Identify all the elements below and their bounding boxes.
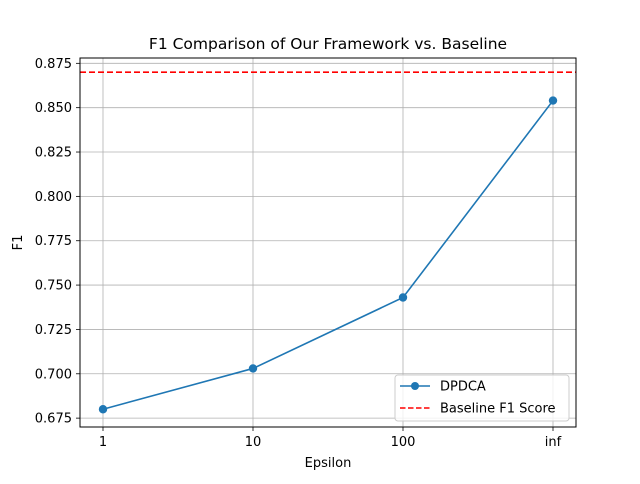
y-tick-label: 0.850 bbox=[35, 101, 72, 116]
plot-area-frame bbox=[79, 57, 577, 428]
legend: DPDCA Baseline F1 Score bbox=[394, 374, 570, 422]
data-point-marker bbox=[548, 96, 558, 105]
x-axis-label: Epsilon bbox=[305, 456, 352, 471]
series-line-dpdca bbox=[102, 100, 554, 411]
y-tick-label: 0.875 bbox=[35, 57, 72, 72]
legend-box bbox=[394, 374, 570, 422]
x-tick-label: 10 bbox=[245, 435, 262, 450]
data-point-marker bbox=[248, 364, 258, 373]
y-tick-label: 0.700 bbox=[35, 367, 72, 382]
y-tick-label: 0.750 bbox=[35, 279, 72, 294]
x-tick-label: 100 bbox=[391, 435, 416, 450]
y-axis-label: F1 bbox=[11, 235, 26, 251]
grid-lines bbox=[80, 58, 576, 427]
y-tick-label: 0.775 bbox=[35, 234, 72, 249]
legend-label-baseline: Baseline F1 Score bbox=[440, 402, 556, 417]
y-tick-label: 0.800 bbox=[35, 190, 72, 205]
y-tick-label: 0.825 bbox=[35, 146, 72, 161]
data-series bbox=[98, 96, 558, 414]
y-tick-label: 0.675 bbox=[35, 412, 72, 427]
data-point-marker bbox=[98, 405, 108, 414]
legend-label-dpdca: DPDCA bbox=[440, 380, 486, 395]
x-tick-label: 1 bbox=[99, 435, 107, 450]
x-tick-label: inf bbox=[545, 435, 562, 450]
y-tick-label: 0.725 bbox=[35, 323, 72, 338]
legend-marker-dpdca bbox=[411, 382, 419, 390]
axis-ticks: 1 10 100 inf 0.675 0.700 0.725 0.750 0.775 0.800 0… bbox=[35, 57, 562, 450]
chart-title: F1 Comparison of Our Framework vs. Basel… bbox=[149, 35, 507, 53]
data-point-marker bbox=[398, 293, 408, 302]
